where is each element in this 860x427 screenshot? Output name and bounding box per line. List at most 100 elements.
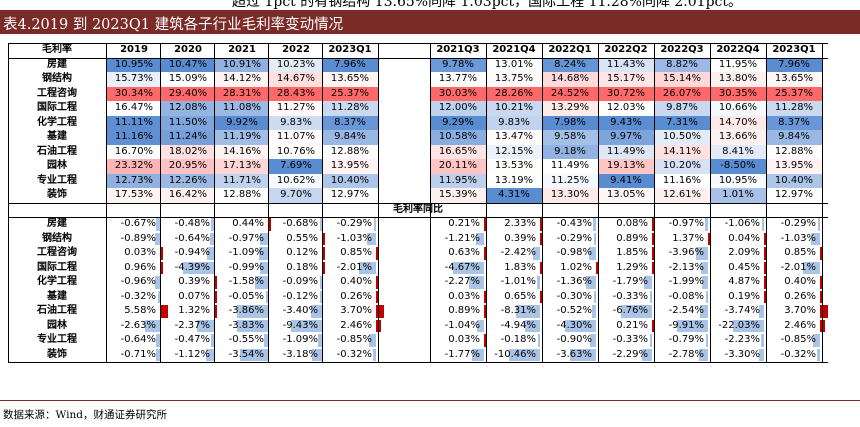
value-cell: -0.55% (228, 334, 264, 345)
negative-bar (158, 290, 160, 303)
positive-bar (376, 247, 379, 260)
value-cell: 30.72% (598, 86, 654, 101)
row-label: 房建 (47, 58, 67, 70)
value-cell: -0.99% (228, 261, 264, 273)
source-note: 数据来源：Wind，财通证券研究所 (3, 409, 167, 421)
value-cell: -0.67% (120, 218, 156, 229)
value-cell: 15.14% (654, 72, 710, 87)
value-cell: -2.01% (780, 261, 816, 273)
table-border (322, 43, 323, 362)
negative-bar (259, 247, 268, 260)
value-cell: 11.24% (160, 130, 216, 145)
negative-bar (206, 348, 214, 361)
row-label: 装饰 (47, 189, 67, 200)
value-cell: -1.06% (724, 218, 760, 229)
value-cell: -1.36% (556, 276, 592, 287)
value-cell: 9.83% (486, 115, 542, 130)
positive-bar (764, 261, 767, 274)
column-header: 2021Q3 (436, 44, 480, 55)
value-cell: 28.31% (214, 86, 270, 101)
value-cell: -1.03% (336, 232, 372, 244)
value-cell: 0.18% (286, 261, 318, 273)
value-cell: -0.85% (336, 334, 372, 345)
table-title-bar: 表4.2019 到 2023Q1 建筑各子行业毛利率变动情况 (0, 10, 860, 34)
positive-bar (820, 247, 823, 260)
value-cell: 1.32% (178, 305, 210, 316)
value-cell: 13.80% (710, 72, 766, 87)
value-cell: 11.50% (160, 115, 216, 130)
negative-bar (145, 319, 160, 332)
table-border (8, 202, 828, 204)
value-cell: -9.43% (282, 319, 318, 331)
value-cell: -0.30% (556, 290, 592, 302)
negative-bar (155, 232, 160, 245)
value-cell: 10.76% (268, 144, 324, 159)
value-cell: -1.03% (780, 232, 816, 244)
value-cell: 0.45% (728, 261, 760, 273)
value-cell: -0.33% (612, 290, 648, 302)
value-cell: 8.24% (542, 57, 598, 72)
value-cell: 12.08% (160, 101, 216, 116)
value-cell: -0.79% (668, 334, 704, 345)
table-title: 表4.2019 到 2023Q1 建筑各子行业毛利率变动情况 (3, 17, 344, 33)
value-cell: 13.77% (430, 72, 486, 87)
value-cell: -1.21% (444, 232, 480, 244)
negative-bar (538, 334, 540, 347)
negative-bar (209, 232, 214, 245)
negative-bar (706, 290, 708, 303)
value-cell: -1.01% (500, 276, 536, 287)
value-cell: 16.65% (430, 144, 486, 159)
value-cell: 13.66% (710, 130, 766, 145)
value-cell: 10.23% (268, 57, 324, 72)
negative-bar (537, 276, 540, 289)
value-cell: -3.74% (724, 305, 760, 316)
positive-bar (820, 305, 828, 318)
positive-bar (214, 305, 217, 318)
value-cell: 9.97% (598, 130, 654, 145)
value-cell: 11.19% (214, 130, 270, 145)
value-cell: 20.11% (430, 159, 486, 174)
value-cell: 17.13% (214, 159, 270, 174)
positive-bar (160, 247, 163, 260)
value-cell: 8.41% (710, 144, 766, 159)
value-cell: 14.68% (542, 72, 598, 87)
value-cell: 10.20% (654, 159, 710, 174)
negative-bar (156, 348, 160, 361)
value-cell: -0.94% (174, 247, 210, 258)
negative-bar (477, 319, 484, 332)
value-cell: -2.37% (174, 319, 210, 331)
negative-bar (373, 348, 376, 361)
negative-bar (762, 218, 764, 231)
value-cell: -2.23% (724, 334, 760, 345)
value-cell: 15.09% (160, 72, 216, 87)
positive-bar (484, 247, 487, 260)
value-cell: 15.73% (106, 72, 162, 87)
value-cell: 14.11% (654, 144, 710, 159)
table-border (8, 43, 828, 44)
value-cell: -0.43% (556, 218, 592, 229)
value-cell: 10.40% (322, 173, 378, 188)
negative-bar (367, 232, 376, 245)
value-cell: 11.71% (214, 173, 270, 188)
row-label: 装饰 (47, 348, 67, 360)
table-border (430, 43, 431, 362)
value-cell: -9.91% (668, 319, 704, 331)
bottom-rule (0, 400, 860, 401)
value-cell: 8.37% (322, 115, 378, 130)
value-cell: -0.68% (282, 218, 318, 229)
negative-bar (699, 348, 708, 361)
value-cell: 13.75% (486, 72, 542, 87)
value-cell: 2.46% (340, 319, 372, 331)
row-label: 专业工程 (37, 334, 77, 345)
top-text-cut: 超过 1pct 的有钢结构 13.65%同降 1.03pct，国际工程 11.2… (0, 0, 860, 10)
value-cell: 0.21% (448, 218, 480, 229)
value-cell: 11.49% (598, 144, 654, 159)
value-cell: 14.16% (214, 144, 270, 159)
value-cell: 30.34% (106, 86, 162, 101)
value-cell: 13.65% (322, 72, 378, 87)
value-cell: 0.08% (616, 218, 648, 229)
negative-bar (643, 276, 652, 289)
value-cell: -0.29% (336, 218, 372, 229)
value-cell: -0.64% (120, 334, 156, 345)
value-cell: 9.84% (322, 130, 378, 145)
